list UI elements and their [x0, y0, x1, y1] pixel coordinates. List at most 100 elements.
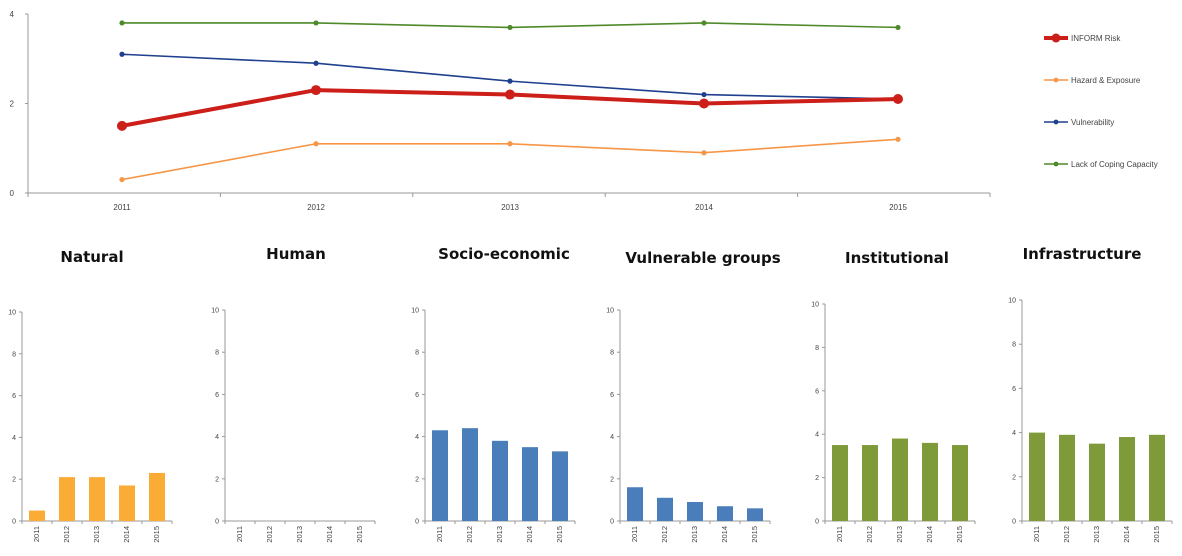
bar — [29, 510, 45, 521]
bar-chart-panel: Infrastructure 0 2 4 6 8 10 2011 2012 2013 2014 201… — [1008, 245, 1173, 543]
x-tick-label: 2011 — [435, 526, 444, 542]
x-tick-label: 2015 — [355, 526, 364, 543]
bar-chart-panel: Institutional 0 2 4 6 8 10 2011 2012 2013 2014 2015 — [811, 249, 976, 543]
panel-title: Infrastructure — [1023, 245, 1142, 263]
bar — [119, 485, 135, 521]
x-tick-label: 2015 — [555, 526, 564, 543]
y-tick-label: 8 — [415, 350, 419, 357]
y-tick-label: 8 — [610, 350, 614, 357]
y-tick-label: 0 — [1012, 519, 1016, 526]
bar — [952, 445, 968, 521]
y-tick-label: 2 — [12, 477, 16, 484]
series-point — [893, 94, 903, 105]
bar — [552, 451, 568, 521]
x-tick-label: 2011 — [113, 203, 131, 212]
y-tick-label: 2 — [1012, 474, 1016, 481]
bar-chart-panel: Socio-economic 0 2 4 6 8 10 2011 2012 2013 2014 201… — [411, 245, 576, 543]
y-tick-label: 4 — [415, 434, 419, 441]
y-tick-label: 6 — [12, 393, 16, 400]
y-tick-label: 6 — [610, 392, 614, 399]
x-tick-label: 2015 — [889, 203, 907, 212]
bar — [432, 430, 448, 521]
series-point — [895, 136, 901, 142]
y-tick-label: 2 — [415, 476, 419, 483]
legend-marker — [1053, 77, 1059, 83]
bar — [1149, 434, 1165, 521]
x-tick-label: 2014 — [695, 203, 713, 212]
bar — [1089, 443, 1105, 521]
y-tick-label: 4 — [815, 432, 819, 439]
series-point — [701, 150, 707, 156]
series-point — [701, 91, 707, 98]
y-tick-label: 0 — [815, 519, 819, 526]
x-tick-label: 2011 — [235, 526, 244, 542]
x-tick-label: 2013 — [1092, 526, 1101, 543]
y-tick-label: 2 — [10, 100, 15, 109]
x-tick-label: 2013 — [501, 203, 519, 212]
y-tick-label: 10 — [211, 308, 219, 315]
bar — [59, 477, 75, 521]
bar — [832, 445, 848, 521]
x-tick-label: 2014 — [122, 526, 131, 543]
series-point — [313, 20, 319, 26]
x-tick-label: 2014 — [525, 526, 534, 543]
y-tick-label: 6 — [815, 388, 819, 395]
bar — [892, 438, 908, 521]
y-tick-label: 4 — [215, 434, 219, 441]
y-tick-label: 8 — [1012, 342, 1016, 349]
series-point — [701, 20, 707, 26]
x-tick-label: 2012 — [62, 526, 71, 543]
y-tick-label: 6 — [415, 392, 419, 399]
y-tick-label: 4 — [10, 10, 15, 19]
series-point — [507, 24, 513, 31]
bar — [717, 506, 733, 521]
x-tick-label: 2012 — [465, 526, 474, 543]
bar — [627, 487, 643, 521]
bar — [922, 442, 938, 521]
panel-title: Institutional — [845, 249, 949, 267]
y-tick-label: 8 — [12, 351, 16, 358]
y-tick-label: 0 — [610, 519, 614, 526]
panel-title: Human — [266, 245, 326, 263]
x-tick-label: 2015 — [1152, 526, 1161, 543]
panel-title: Vulnerable groups — [625, 249, 780, 267]
bar — [747, 508, 763, 521]
series-point — [895, 24, 901, 31]
series-point — [507, 78, 513, 84]
y-tick-label: 0 — [10, 189, 15, 198]
y-tick-label: 10 — [8, 310, 16, 317]
series-point — [507, 141, 513, 147]
y-tick-label: 10 — [1008, 298, 1016, 305]
bar — [862, 445, 878, 521]
legend-marker — [1053, 119, 1059, 125]
legend-marker — [1051, 33, 1061, 43]
x-tick-label: 2014 — [925, 526, 934, 543]
bar — [1059, 434, 1075, 521]
line-chart: 0 2 4 2011 2012 2013 2014 2015 INFORM Risk Hazard… — [10, 10, 1158, 212]
x-tick-label: 2015 — [955, 526, 964, 543]
y-tick-label: 8 — [815, 345, 819, 352]
legend-marker — [1053, 161, 1059, 167]
bar-chart-panel: Natural 0 2 4 6 8 10 2011 2012 2013 2014 2015 — [8, 248, 173, 543]
x-tick-label: 2011 — [32, 526, 41, 542]
bar — [149, 472, 165, 521]
bar-chart-panel: Vulnerable groups 0 2 4 6 8 10 2011 2012 2013 2014… — [606, 249, 781, 543]
bar — [462, 428, 478, 521]
x-tick-label: 2012 — [307, 203, 325, 212]
y-tick-label: 2 — [215, 476, 219, 483]
bar-chart-panel: Human 0 2 4 6 8 10 2011 2012 2013 2014 2015 — [211, 245, 376, 543]
series-point — [313, 60, 319, 66]
x-tick-label: 2014 — [325, 526, 334, 543]
x-tick-label: 2015 — [152, 526, 161, 543]
y-tick-label: 10 — [411, 308, 419, 315]
x-tick-label: 2011 — [630, 526, 639, 542]
x-tick-label: 2015 — [750, 526, 759, 543]
x-tick-label: 2014 — [720, 526, 729, 543]
x-tick-label: 2011 — [1032, 526, 1041, 542]
series-point — [313, 141, 319, 147]
x-tick-label: 2013 — [895, 526, 904, 543]
y-tick-label: 0 — [12, 519, 16, 526]
x-tick-label: 2014 — [1122, 526, 1131, 543]
bar — [492, 440, 508, 521]
